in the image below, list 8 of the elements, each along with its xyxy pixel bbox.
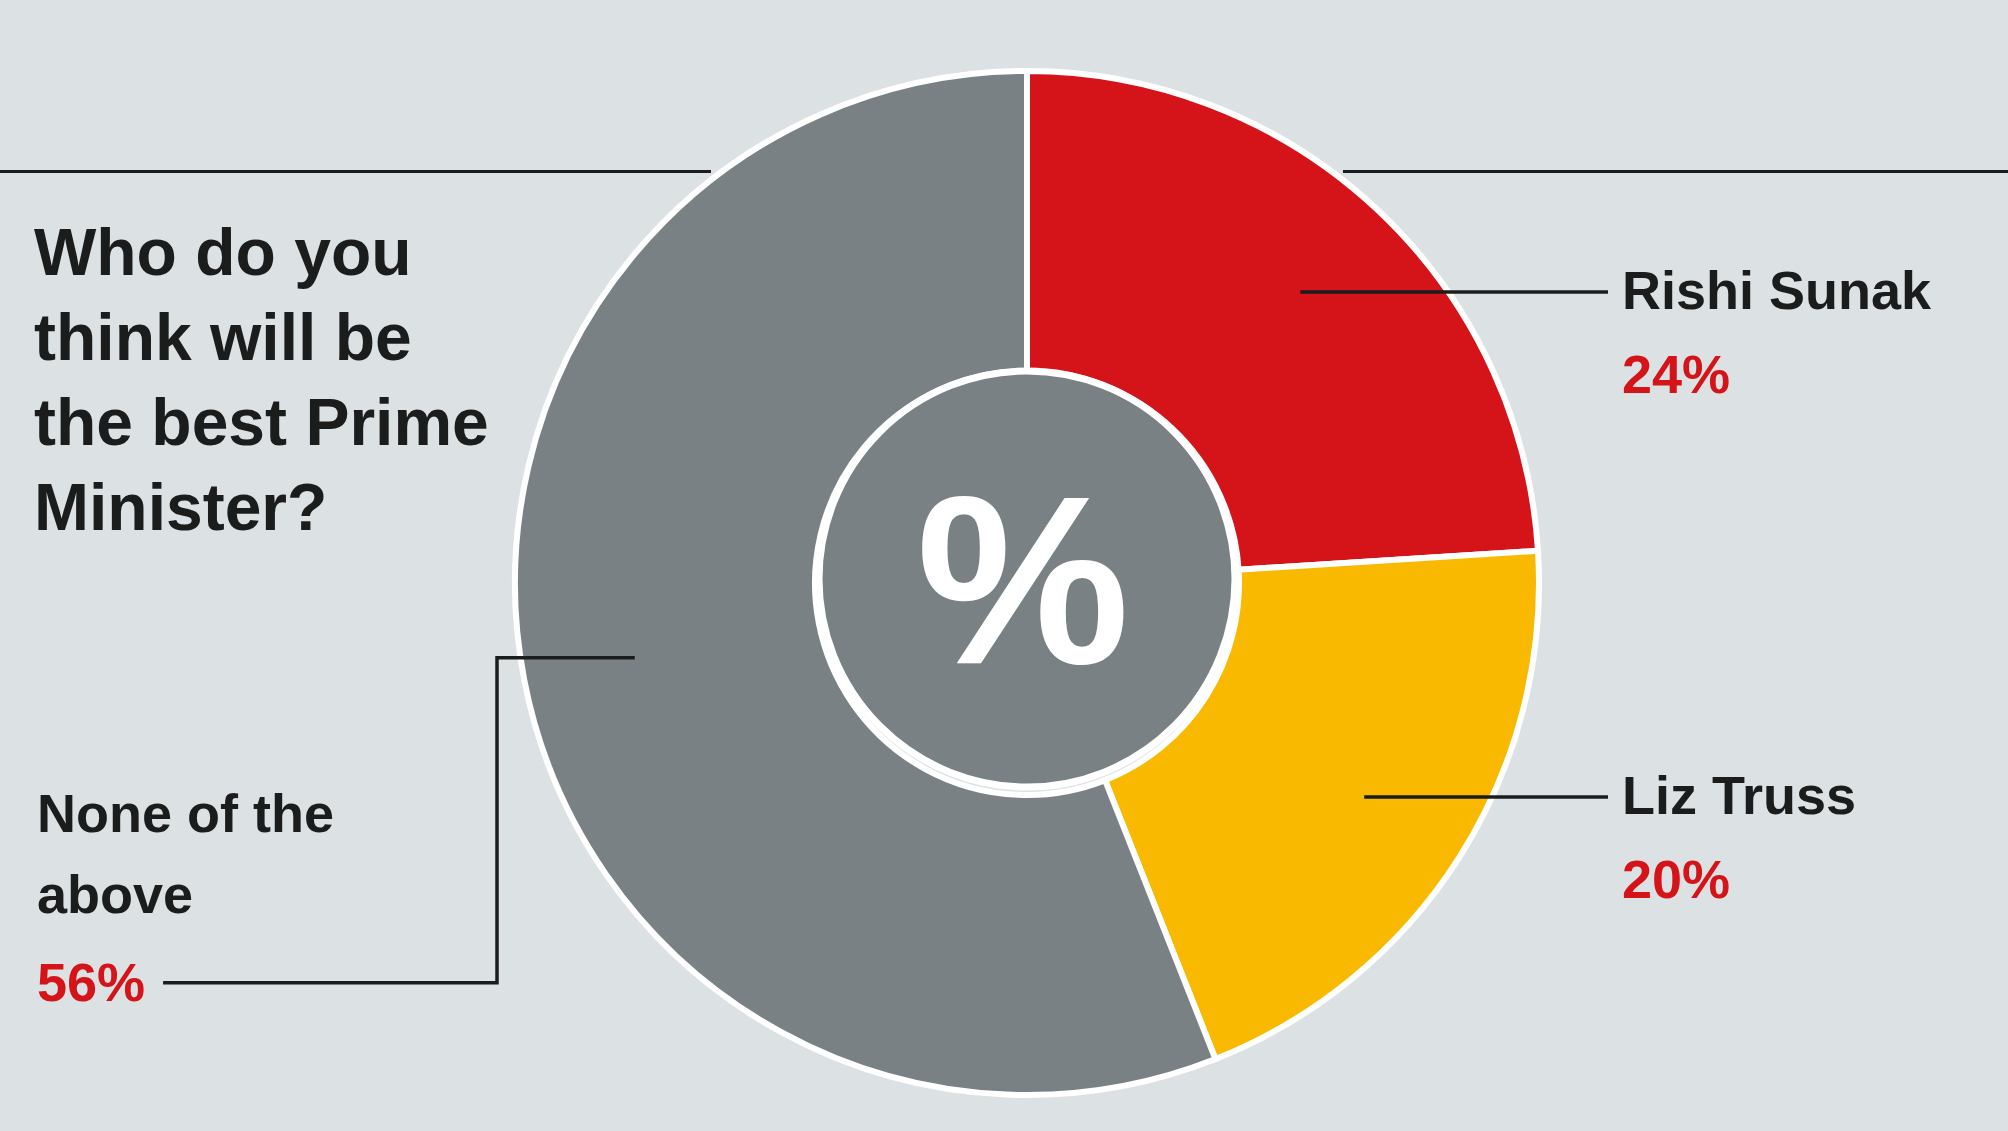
slice-label: Rishi Sunak [1622,259,1933,320]
data-label: 56% [37,951,146,1012]
text: % [916,446,1130,714]
slice-label: Liz Truss [1622,764,1857,825]
data-label: 20% [1622,848,1731,909]
slice-label: None of the above [37,782,334,924]
text: Who do you think will be the best Prime Minister? [34,214,490,546]
data-label: 24% [1622,343,1731,404]
